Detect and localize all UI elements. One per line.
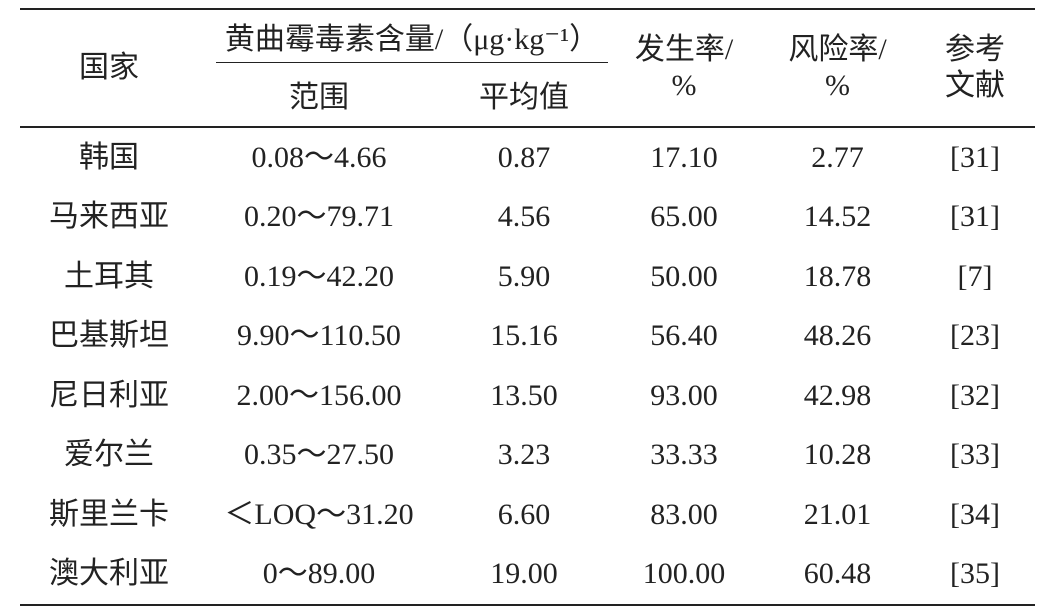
table-cell: [33]: [950, 438, 1000, 472]
data-table: 国家 黄曲霉毒素含量/（μg·kg⁻¹） 发生率/% 风险率/% 参考 文献 范围…: [20, 8, 1035, 606]
table-row: 马来西亚 0.20～79.71 4.56 65.00 14.52 [31]: [20, 188, 1035, 248]
table-cell: 马来西亚: [49, 200, 169, 234]
table-cell: [34]: [950, 497, 1000, 531]
header-line: 发生率/: [634, 33, 734, 66]
table-cell: 83.00: [650, 497, 718, 531]
table-cell: 60.48: [760, 544, 915, 606]
header-cell: 参考 文献: [915, 9, 1035, 128]
header-cell: 国家: [20, 9, 198, 128]
table-row: 尼日利亚 2.00～156.00 13.50 93.00 42.98 [32]: [20, 366, 1035, 426]
table-header: 国家 黄曲霉毒素含量/（μg·kg⁻¹） 发生率/% 风险率/% 参考 文献 范围…: [20, 9, 1035, 128]
table-cell: 巴基斯坦: [49, 319, 169, 353]
table-cell: 0.19～42.20: [244, 259, 394, 293]
table-cell: 14.52: [803, 200, 872, 234]
table-cell: 15.16: [490, 319, 558, 353]
table-cell: 0～89.00: [198, 544, 440, 606]
table-cell: 42.98: [803, 378, 872, 412]
header-cell: 风险率/%: [760, 9, 915, 128]
table-cell: [7]: [957, 259, 993, 293]
table-cell: ＜LOQ～31.20: [224, 497, 414, 531]
header-cell: 黄曲霉毒素含量/（μg·kg⁻¹）: [198, 9, 608, 70]
header-line: 文献: [945, 69, 1005, 102]
table-row: 巴基斯坦 9.90～110.50 15.16 56.40 48.26 [23]: [20, 307, 1035, 367]
table-cell: 56.40: [650, 319, 718, 353]
table-cell: 尼日利亚: [49, 378, 169, 412]
table-cell: 3.23: [497, 438, 551, 472]
table-cell: 6.60: [497, 497, 551, 531]
table-cell: 9.90～110.50: [237, 319, 401, 353]
table-cell: 10.28: [803, 438, 872, 472]
table-cell: 18.78: [803, 259, 872, 293]
table-cell: 韩国: [79, 140, 139, 174]
table-cell: 2.00～156.00: [236, 378, 402, 412]
header-line: 参考: [945, 33, 1005, 66]
header-line: %: [825, 69, 850, 102]
table-cell: 19.00: [440, 544, 608, 606]
table-cell: 17.10: [650, 140, 718, 174]
table-row: 澳大利亚 0～89.00 19.00 100.00 60.48 [35]: [20, 544, 1035, 606]
header-cell: 范围: [198, 70, 440, 128]
table-cell: [31]: [950, 200, 1000, 234]
header-group: 黄曲霉毒素含量/（μg·kg⁻¹）: [216, 18, 608, 63]
table-cell: 50.00: [650, 259, 718, 293]
table-cell: 爱尔兰: [64, 438, 154, 472]
table-row: 土耳其 0.19～42.20 5.90 50.00 18.78 [7]: [20, 247, 1035, 307]
table-row: 韩国 0.08～4.66 0.87 17.10 2.77 [31]: [20, 127, 1035, 188]
table-cell: 65.00: [650, 200, 718, 234]
table-cell: [32]: [950, 378, 1000, 412]
table-cell: 2.77: [811, 140, 864, 174]
table-cell: 0.87: [497, 140, 551, 174]
table-row: 斯里兰卡 ＜LOQ～31.20 6.60 83.00 21.01 [34]: [20, 485, 1035, 545]
table-cell: [31]: [950, 140, 1000, 174]
table-cell: 0.08～4.66: [251, 140, 387, 174]
table-cell: 100.00: [608, 544, 760, 606]
table-cell: [35]: [915, 544, 1035, 606]
table-cell: 48.26: [803, 319, 872, 353]
table-cell: 0.20～79.71: [244, 200, 394, 234]
header-cell: 发生率/%: [608, 9, 760, 128]
table-cell: 斯里兰卡: [49, 497, 169, 531]
header-cell: 平均值: [440, 70, 608, 128]
table-cell: 93.00: [650, 378, 718, 412]
table-cell: 土耳其: [64, 259, 154, 293]
header-line: 风险率/: [788, 33, 887, 66]
table-row: 爱尔兰 0.35～27.50 3.23 33.33 10.28 [33]: [20, 426, 1035, 486]
table-body: 韩国 0.08～4.66 0.87 17.10 2.77 [31] 马来西亚 0.20～79.…: [20, 127, 1035, 606]
table-cell: 5.90: [497, 259, 551, 293]
table-cell: 4.56: [497, 200, 551, 234]
table-cell: 澳大利亚: [20, 544, 198, 606]
table-cell: 0.35～27.50: [244, 438, 394, 472]
table-cell: 21.01: [803, 497, 872, 531]
table-cell: [23]: [950, 319, 1000, 353]
table-cell: 13.50: [490, 378, 558, 412]
table-cell: 33.33: [650, 438, 718, 472]
header-line: %: [671, 69, 697, 102]
